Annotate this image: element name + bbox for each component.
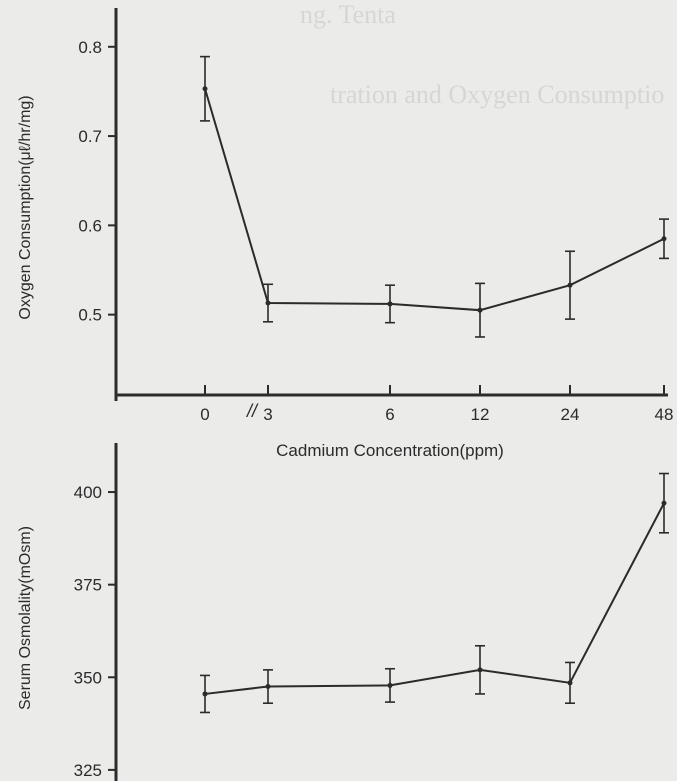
series-line — [205, 503, 664, 694]
oxygen-consumption-chart: 0.8 0.7 0.6 0.5 Oxygen Consumption(μℓ/hr/mg)… — [17, 8, 673, 460]
y-axis-label: Serum Osmolality(mOsm) — [17, 526, 34, 710]
data-point — [478, 667, 483, 672]
data-point — [203, 86, 208, 91]
data-point — [478, 308, 483, 313]
x-tick-label: 24 — [561, 405, 580, 424]
y-tick-label: 375 — [74, 576, 102, 595]
serum-osmolality-chart: 400 375 350 325 Serum Osmolality(mOsm) — [17, 443, 669, 781]
data-point — [568, 283, 573, 288]
data-point — [266, 301, 271, 306]
y-tick-label: 0.6 — [78, 216, 102, 235]
y-tick-label: 350 — [74, 668, 102, 687]
x-axis-label: Cadmium Concentration(ppm) — [276, 441, 504, 460]
data-point — [662, 501, 667, 506]
x-tick-label: 48 — [655, 405, 674, 424]
x-tick-label: 6 — [385, 405, 394, 424]
data-point — [266, 684, 271, 689]
y-tick-label: 0.7 — [78, 127, 102, 146]
y-tick-label: 0.5 — [78, 306, 102, 325]
y-tick-label: 0.8 — [78, 38, 102, 57]
data-point — [662, 236, 667, 241]
data-point — [388, 301, 393, 306]
data-point — [568, 680, 573, 685]
y-axis-label: Oxygen Consumption(μℓ/hr/mg) — [17, 95, 34, 319]
data-point — [203, 691, 208, 696]
y-tick-label: 400 — [74, 483, 102, 502]
y-tick-label: 325 — [74, 761, 102, 780]
x-tick-label: 3 — [263, 405, 272, 424]
x-tick-label: 12 — [471, 405, 490, 424]
x-tick-label: 0 — [200, 405, 209, 424]
axis-break-mark: // — [245, 401, 259, 421]
data-point — [388, 683, 393, 688]
series-line — [205, 89, 664, 310]
